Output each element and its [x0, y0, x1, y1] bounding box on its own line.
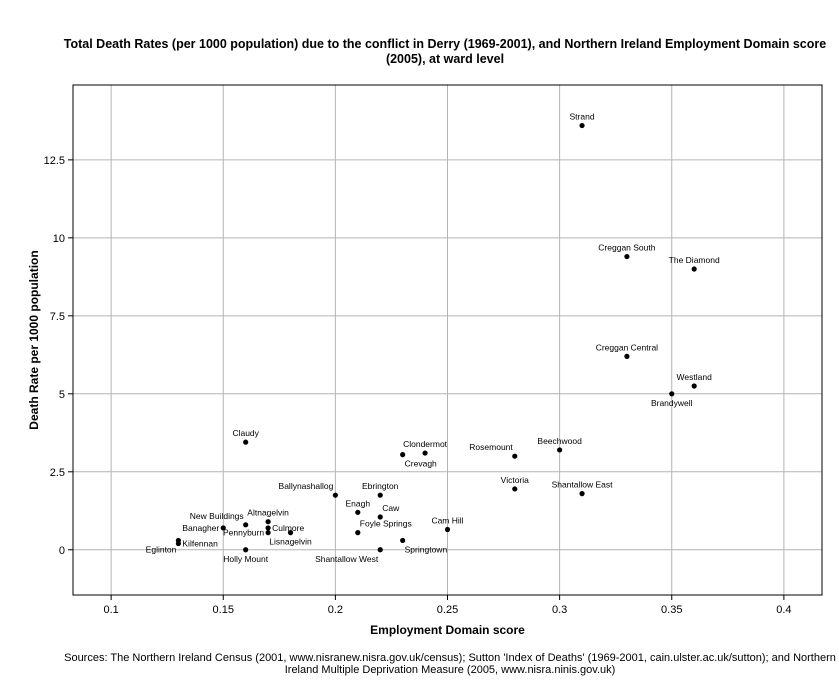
x-tick-label: 0.4: [776, 604, 791, 616]
data-point: [512, 453, 518, 459]
data-point: [422, 450, 428, 456]
data-point: [220, 525, 226, 531]
data-point: [243, 439, 249, 445]
data-point: [355, 530, 361, 536]
data-point: [669, 391, 675, 397]
point-label: Ballynashallog: [279, 481, 334, 491]
data-point: [512, 486, 518, 492]
point-label: Eglinton: [146, 544, 177, 554]
point-label: Banagher: [182, 523, 219, 533]
point-label: Strand: [570, 112, 595, 122]
x-tick-label: 0.1: [103, 604, 118, 616]
y-tick-label: 7.5: [50, 311, 65, 323]
data-point: [444, 526, 451, 533]
y-tick-label: 2.5: [50, 467, 65, 479]
data-point: [557, 447, 563, 453]
axes: 0.1 0.15 0.2 0.25 0.3 0.35 0.4 0 2.5 5 7.5 10 12.5: [44, 155, 792, 616]
x-tick-label: 0.3: [552, 604, 567, 616]
data-point: [287, 530, 294, 536]
point-label: Caw: [382, 503, 400, 513]
point-label: Creggan South: [598, 243, 655, 253]
data-point: [691, 383, 697, 389]
point-label: Shantallow West: [315, 554, 379, 564]
point-label: Pennyburn: [223, 528, 264, 538]
data-point: [400, 452, 406, 458]
data-point: [377, 547, 383, 553]
data-point: [579, 122, 585, 129]
point-label: Rosemount: [469, 442, 513, 452]
data-point: [265, 530, 271, 536]
data-point: [243, 522, 249, 528]
point-label: Victoria: [501, 475, 529, 485]
data-point: [579, 491, 585, 497]
point-label: Westland: [677, 372, 713, 382]
point-label: Kilfennan: [182, 539, 218, 549]
data-point: [355, 509, 361, 515]
data-point: [624, 353, 630, 359]
data-point: [243, 547, 249, 553]
y-tick-label: 0: [59, 545, 65, 557]
point-label: Holly Mount: [223, 554, 269, 564]
point-label: Beechwood: [537, 436, 582, 446]
data-point: [332, 492, 338, 498]
point-label: New Buildings: [190, 511, 244, 521]
point-label: Foyle Springs: [360, 519, 412, 529]
x-tick-label: 0.25: [437, 604, 458, 616]
data-point: [175, 540, 181, 547]
point-label: Clondermot: [403, 439, 448, 449]
data-point: [624, 253, 630, 260]
data-point: [377, 514, 383, 520]
data-point: [400, 537, 406, 544]
grid-lines: [73, 85, 822, 595]
point-label: Creggan Central: [596, 342, 658, 352]
point-label: Ebrington: [362, 481, 399, 491]
x-axis-label: Employment Domain score: [370, 623, 525, 637]
data-point: [265, 525, 271, 531]
point-label: Altnagelvin: [247, 508, 289, 518]
x-tick-label: 0.15: [213, 604, 234, 616]
chart-title: Total Death Rates (per 1000 population) …: [63, 37, 827, 66]
y-tick-label: 12.5: [44, 155, 65, 167]
y-axis-label: Death Rate per 1000 population: [27, 250, 41, 429]
data-point: [691, 266, 697, 272]
y-tick-label: 5: [59, 389, 65, 401]
point-label: Shantallow East: [552, 480, 614, 490]
point-label: The Diamond: [669, 255, 720, 265]
point-label: Claudy: [232, 428, 259, 438]
point-label: Springtown: [405, 544, 448, 554]
point-label: Brandywell: [651, 398, 693, 408]
point-label: Culmore: [272, 523, 304, 533]
data-point: [377, 492, 383, 498]
y-tick-label: 10: [53, 233, 65, 245]
point-label: Crevagh: [405, 459, 437, 469]
source-note: Sources: The Northern Ireland Census (20…: [64, 652, 836, 676]
point-label: Enagh: [346, 498, 371, 508]
data-point: [265, 519, 271, 525]
x-tick-label: 0.35: [661, 604, 682, 616]
point-label: Cam Hill: [431, 515, 463, 525]
data-points: Strand Creggan South The Diamond Creggan Ce…: [146, 112, 720, 564]
x-tick-label: 0.2: [328, 604, 343, 616]
point-label: Lisnagelvin: [269, 537, 312, 547]
